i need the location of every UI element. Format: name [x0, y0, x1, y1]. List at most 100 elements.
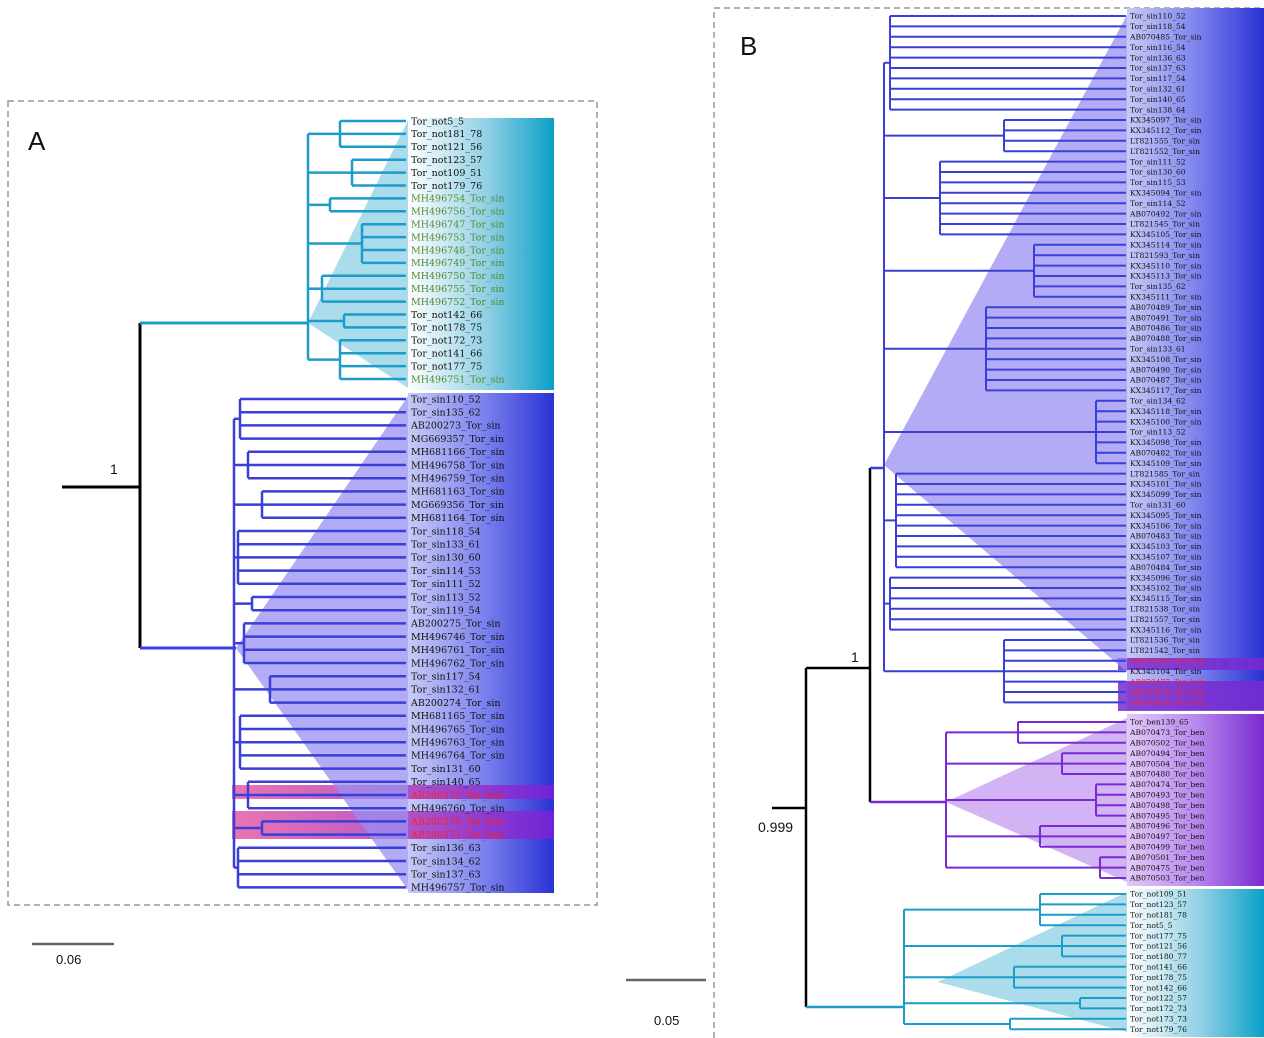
tip-label: MH496750_Tor_sin — [411, 271, 505, 282]
tip-label: Tor_sin119_54 — [411, 606, 481, 617]
tip-label: Tor_sin133_61 — [411, 540, 481, 551]
tip-label: AB070502_Tor_ben — [1129, 738, 1205, 747]
tip-label: AB070491_Tor_sin — [1129, 313, 1202, 322]
tip-label: AB070477_Tor_ben — [1129, 677, 1205, 686]
tip-label: Tor_sin130_60 — [411, 553, 481, 564]
tip-label: KX345116_Tor_sin — [1130, 625, 1202, 634]
tip-label: KX345117_Tor_sin — [1130, 386, 1202, 395]
tip-label: AB070499_Tor_ben — [1129, 842, 1205, 851]
tip-label: Tor_sin130_60 — [1130, 168, 1186, 177]
tip-label: Tor_sin131_60 — [1130, 500, 1186, 509]
tip-label: KX345110_Tor_sin — [1130, 261, 1202, 270]
tip-label: Tor_not172_73 — [411, 336, 482, 347]
tip-label: AB070474_Tor_ben — [1129, 780, 1205, 789]
tip-label: AB070494_Tor_ben — [1129, 749, 1205, 758]
tip-label: Tor_not180_77 — [1130, 952, 1187, 961]
tip-label: Tor_sin113_52 — [1130, 428, 1186, 437]
tip-label: LT821557_Tor_sin — [1130, 615, 1200, 624]
panel-b-notus-collapse-triangle — [938, 892, 1127, 1032]
tip-label: KX345107_Tor_sin — [1130, 552, 1202, 561]
tip-label: AB070473_Tor_ben — [1129, 728, 1205, 737]
panel-b-support-label-top: 1 — [851, 649, 859, 665]
tip-label: KX345104_Tor_sin — [1130, 667, 1202, 676]
tip-label: Tor_sin140_65 — [1130, 95, 1186, 104]
tip-label: Tor_sin132_61 — [411, 685, 481, 696]
tip-label: KX345112_Tor_sin — [1130, 126, 1202, 135]
tip-label: MG669356_Tor_sin — [411, 500, 504, 511]
tip-label: Tor_sin134_62 — [411, 856, 481, 867]
tip-label: MH496755_Tor_sin — [411, 284, 505, 295]
tip-label: KX345094_Tor_sin — [1130, 188, 1202, 197]
tip-label: AB070492_Tor_sin — [1129, 209, 1202, 218]
tip-label: Tor_not178_75 — [411, 323, 482, 334]
tip-label: Tor_not181_78 — [411, 129, 482, 140]
tip-label: AB070495_Tor_ben — [1129, 811, 1205, 820]
panel-a-sinensis-band — [408, 393, 554, 893]
tip-label: MH496762_Tor_sin — [411, 658, 505, 669]
tip-label: MH496757_Tor_sin — [411, 883, 505, 894]
tip-label: Tor_sin138_64 — [1130, 105, 1186, 114]
panel-a-notus-tree — [306, 119, 406, 381]
tip-label: Tor_not181_78 — [1130, 910, 1187, 919]
tip-label: Tor_sin136_63 — [411, 843, 481, 854]
tip-label: MH496746_Tor_sin — [411, 632, 505, 643]
tip-label: Tor_not172_73 — [1130, 1004, 1187, 1013]
panel-b-sinensis-band — [1127, 8, 1264, 710]
tip-label: AB070489_Tor_sin — [1129, 303, 1202, 312]
panel-a-letter: A — [28, 126, 46, 156]
tip-label: MH496752_Tor_sin — [411, 297, 505, 308]
tip-label: Tor_sin114_52 — [1130, 199, 1186, 208]
tip-label: LT821552_Tor_sin — [1130, 147, 1200, 156]
tip-label: AB200271_Tor_ben — [410, 830, 504, 841]
tip-label: MH496754_Tor_sin — [411, 194, 505, 205]
tip-label: MH681166_Tor_sin — [411, 447, 505, 458]
tip-label: Tor_not109_51 — [411, 168, 482, 179]
panel-a-sinensis-tip-labels: Tor_sin110_52 Tor_sin135_62 AB200273_Tor_s… — [410, 394, 505, 893]
tip-label: KX345106_Tor_sin — [1130, 521, 1202, 530]
tip-label: Tor_sin114_53 — [411, 566, 481, 577]
tip-label: AB200274_Tor_sin — [410, 698, 501, 709]
tip-label: Tor_sin113_52 — [411, 592, 481, 603]
panel-a-backbone — [62, 321, 308, 650]
tip-label: MG669357_Tor_sin — [411, 434, 504, 445]
tip-label: Tor_not121_56 — [1130, 942, 1187, 951]
tip-label: LT821538_Tor_sin — [1130, 604, 1200, 613]
tip-label: KX345101_Tor_sin — [1130, 480, 1202, 489]
tip-label: AB070476_Tor_ben — [1129, 656, 1205, 665]
tip-label: Tor_sin135_62 — [411, 408, 481, 419]
tip-label: KX345114_Tor_sin — [1130, 240, 1202, 249]
tip-label: AB070487_Tor_sin — [1129, 376, 1202, 385]
tip-label: MH496758_Tor_sin — [411, 460, 505, 471]
tip-label: KX345100_Tor_sin — [1130, 417, 1202, 426]
tip-label: MH496760_Tor_sin — [411, 804, 505, 815]
tip-label: Tor_not179_76 — [1130, 1025, 1187, 1034]
tip-label: KX345113_Tor_sin — [1130, 272, 1202, 281]
panel-a-notus-band — [408, 118, 554, 390]
tip-label: KX345108_Tor_sin — [1130, 355, 1202, 364]
tip-label: KX345102_Tor_sin — [1130, 584, 1202, 593]
panel-b-scale-label: 0.05 — [654, 1013, 679, 1028]
tip-label: LT821593_Tor_sin — [1130, 251, 1200, 260]
tip-label: LT821536_Tor_sin — [1130, 636, 1200, 645]
tip-label: Tor_sin140_65 — [411, 777, 481, 788]
tip-label: AB070479_Tor_ben — [1129, 688, 1205, 697]
tip-label: KX345118_Tor_sin — [1130, 407, 1202, 416]
tip-label: AB200275_Tor_sin — [410, 619, 501, 630]
tip-label: AB070485_Tor_sin — [1129, 32, 1202, 41]
tip-label: Tor_sin135_62 — [1130, 282, 1186, 291]
tip-label: LT821555_Tor_sin — [1130, 136, 1200, 145]
tip-label: AB070503_Tor_ben — [1129, 874, 1205, 883]
tip-label: MH496751_Tor_sin — [411, 374, 505, 385]
tip-label: AB070493_Tor_ben — [1129, 790, 1205, 799]
tip-label: Tor_not122_57 — [1130, 994, 1187, 1003]
tip-label: AB070484_Tor_sin — [1129, 563, 1202, 572]
tip-label: KX345105_Tor_sin — [1130, 230, 1202, 239]
tip-label: MH496756_Tor_sin — [411, 207, 505, 218]
tip-label: Tor_not5_5 — [411, 116, 464, 127]
tip-label: Tor_not121_56 — [411, 142, 482, 153]
tip-label: Tor_sin117_54 — [411, 672, 481, 683]
tip-label: Tor_not142_66 — [1130, 983, 1187, 992]
tip-label: AB070483_Tor_sin — [1129, 532, 1202, 541]
panel-b-ben-highlight-2 — [1118, 681, 1264, 711]
